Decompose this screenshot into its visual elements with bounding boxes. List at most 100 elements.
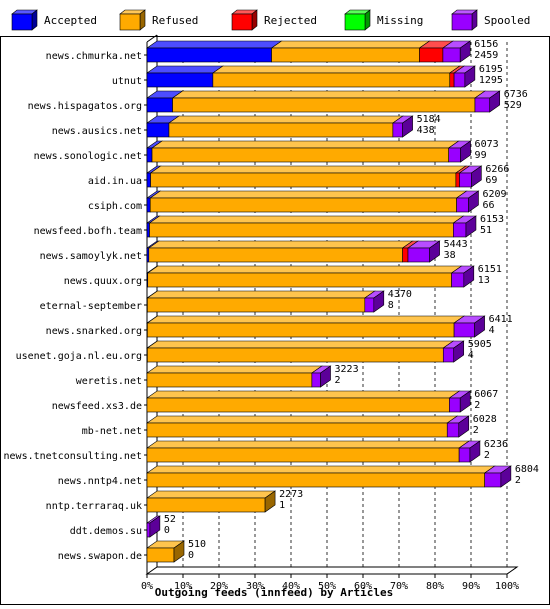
x-tick-label: 0% xyxy=(141,581,153,592)
bar-total-label: 5443 xyxy=(444,239,468,250)
category-label: news.samoylyk.net xyxy=(40,251,142,262)
bar-accepted-label: 438 xyxy=(417,125,435,136)
bar-total-label: 6195 xyxy=(479,64,503,75)
bar-total-label: 6073 xyxy=(475,139,499,150)
bar-segment-spooled xyxy=(442,347,455,363)
legend-label-refused: Refused xyxy=(152,14,198,27)
x-tick-label: 30% xyxy=(246,581,264,592)
bar-end-face xyxy=(464,65,476,88)
bar-total-label: 6153 xyxy=(480,214,504,225)
category-label: aid.in.ua xyxy=(88,176,142,187)
bar-segment-top-refused xyxy=(171,90,486,99)
legend: Accepted Refused Rejected Missing Spooled xyxy=(11,9,530,31)
category-label: news.swapon.de xyxy=(58,551,142,562)
category-label: newsfeed.xs3.de xyxy=(52,401,142,412)
category-label: mb-net.net xyxy=(82,426,142,437)
bar-accepted-label: 529 xyxy=(504,100,522,111)
bar-segment-top-refused xyxy=(146,440,471,449)
bar-segment-top-refused xyxy=(146,290,376,299)
x-tick-label: 100% xyxy=(495,581,519,592)
bar-end-face xyxy=(149,515,161,538)
bar-end-face xyxy=(264,490,276,513)
category-label: news.sonologic.net xyxy=(34,151,142,162)
bar-segment-refused xyxy=(212,72,451,88)
bar-segment-spooled xyxy=(453,72,466,88)
bar-segment-spooled xyxy=(484,472,502,488)
bar-accepted-label: 0 xyxy=(164,525,170,536)
bar-segment-refused xyxy=(146,372,313,388)
bar-segment-refused xyxy=(150,172,457,188)
x-tick-label: 60% xyxy=(354,581,372,592)
legend-swatch xyxy=(11,13,33,31)
bar-segment-top-refused xyxy=(151,140,460,149)
bar-segment-top-refused xyxy=(148,215,465,224)
bar-accepted-label: 66 xyxy=(482,200,494,211)
bar-end-face xyxy=(469,440,481,463)
bar-end-face xyxy=(463,265,475,288)
category-label: news.tnetconsulting.net xyxy=(4,451,142,462)
bar-segment-top-refused xyxy=(168,115,404,124)
bar-accepted-label: 99 xyxy=(475,150,487,161)
bar-end-face xyxy=(320,365,331,388)
bar-segment-top-refused xyxy=(146,265,463,274)
bar-segment-top-refused xyxy=(146,315,466,324)
bar-segment-accepted xyxy=(146,172,151,188)
bar-segment-spooled xyxy=(407,247,430,263)
bar-segment-refused xyxy=(147,297,366,313)
bar-end-face xyxy=(500,465,512,488)
bar-segment-refused xyxy=(271,47,420,63)
x-axis-label: Outgoing feeds (innfeed) by Articles xyxy=(155,586,393,599)
bar-segment-top-refused xyxy=(147,240,414,249)
plot-floor xyxy=(145,566,519,575)
bar-total-label: 3223 xyxy=(335,364,359,375)
legend-swatch xyxy=(119,13,141,31)
bar-segment-spooled xyxy=(453,222,467,238)
category-label: news.quux.org xyxy=(64,276,142,287)
bar-segment-refused xyxy=(146,472,485,488)
legend-label-spooled: Spooled xyxy=(484,14,530,27)
bar-end-face xyxy=(459,40,471,63)
bar-segment-spooled xyxy=(146,522,151,538)
bar-segment-rejected xyxy=(449,72,455,88)
bar-segment-refused xyxy=(149,197,457,213)
bar-segment-spooled xyxy=(459,172,472,188)
legend-label-missing: Missing xyxy=(377,14,423,27)
bar-total-label: 5905 xyxy=(468,339,492,350)
bar-end-face xyxy=(459,390,471,413)
bar-total-label: 6804 xyxy=(515,464,539,475)
bar-segment-spooled xyxy=(392,122,403,138)
bar-accepted-label: 2 xyxy=(474,400,480,411)
bar-accepted-label: 69 xyxy=(485,175,497,186)
bar-segment-top-accepted xyxy=(146,65,224,74)
bar-end-face xyxy=(453,340,465,363)
bar-segment-accepted xyxy=(146,97,173,113)
bar-end-face xyxy=(468,190,479,213)
bar-segment-rejected xyxy=(455,172,460,188)
bar-segment-top-refused xyxy=(146,365,323,374)
bar-end-face xyxy=(373,290,385,313)
x-tick-label: 40% xyxy=(282,581,300,592)
bar-segment-refused xyxy=(146,397,450,413)
bar-accepted-label: 2459 xyxy=(474,50,498,61)
bar-end-face xyxy=(429,240,440,263)
bar-accepted-label: 2 xyxy=(335,375,341,386)
bar-end-face xyxy=(173,540,185,563)
category-label: news.snarked.org xyxy=(46,326,142,337)
bar-segment-refused xyxy=(149,222,454,238)
category-label: eternal-september xyxy=(40,301,142,312)
bar-segment-spooled xyxy=(456,197,469,213)
x-tick-label: 80% xyxy=(426,581,444,592)
